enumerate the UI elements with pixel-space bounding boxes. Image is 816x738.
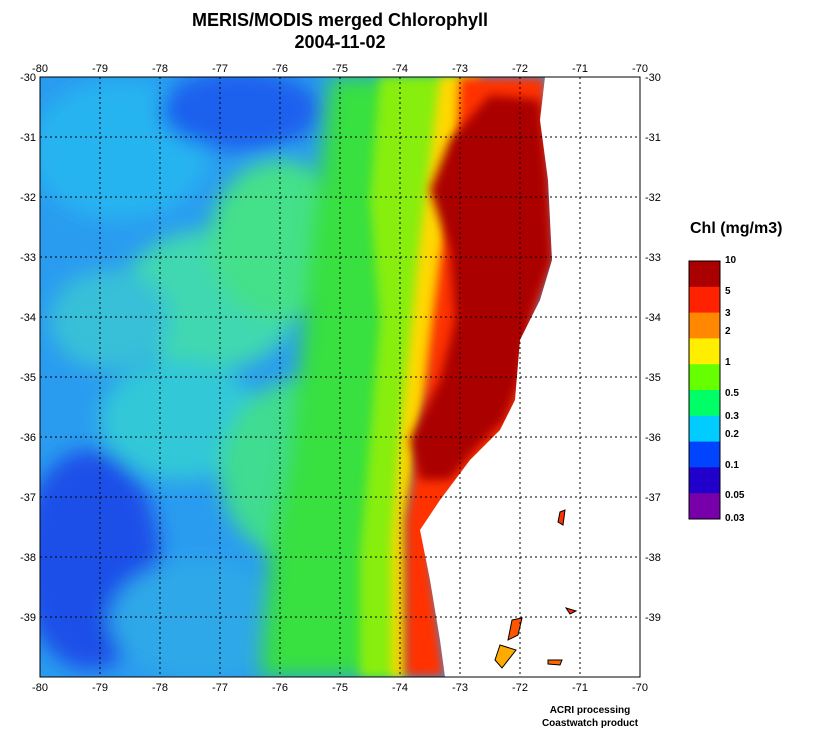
lat-tick-right: -31 [645, 132, 661, 144]
colorbar-segment [689, 364, 720, 391]
colorbar-label: 0.03 [725, 513, 745, 524]
lon-tick-top: -74 [392, 63, 408, 75]
colorbar-label: 0.05 [725, 490, 745, 502]
lon-tick-bottom: -78 [152, 682, 168, 694]
colorbar-label: 10 [725, 255, 737, 266]
lon-tick-bottom: -72 [512, 682, 528, 694]
colorbar-segment [689, 415, 720, 443]
lon-tick-top: -76 [272, 63, 288, 75]
lon-tick-top: -73 [452, 63, 468, 75]
lat-tick-left: -35 [20, 372, 36, 384]
lat-tick-left: -31 [20, 132, 36, 144]
chlorophyll-colorbar [688, 260, 721, 520]
lat-tick-left: -32 [20, 192, 36, 204]
colorbar-label: 2 [725, 326, 731, 338]
lon-tick-bottom: -73 [452, 682, 468, 694]
colorbar-segment [689, 261, 720, 288]
lat-tick-right: -36 [645, 432, 661, 444]
lon-tick-top: -78 [152, 63, 168, 75]
lon-tick-top: -80 [32, 63, 48, 75]
lat-tick-right: -35 [645, 372, 661, 384]
colorbar-segment [689, 493, 720, 520]
lat-tick-right: -32 [645, 192, 661, 204]
map-frame [39, 76, 641, 678]
colorbar-frame [688, 260, 721, 520]
lon-tick-bottom: -77 [212, 682, 228, 694]
lon-tick-top: -77 [212, 63, 228, 75]
colorbar-label: 1 [725, 357, 731, 369]
colorbar-title: Chl (mg/m3) [690, 220, 783, 237]
colorbar-label: 0.1 [725, 459, 739, 471]
colorbar-segment [689, 338, 720, 365]
colorbar-segment [689, 467, 720, 494]
colorbar-segment [689, 312, 720, 339]
colorbar-segment [689, 390, 720, 417]
lon-tick-bottom: -75 [332, 682, 348, 694]
colorbar-segment [689, 441, 720, 468]
map-date: 2004-11-02 [294, 32, 386, 52]
lat-tick-left: -33 [20, 252, 36, 264]
lon-tick-top: -70 [632, 63, 648, 75]
lat-tick-right: -39 [645, 612, 661, 624]
map-title: MERIS/MODIS merged Chlorophyll [191, 10, 489, 30]
lon-tick-bottom: -79 [92, 682, 108, 694]
colorbar-label: 0.2 [725, 428, 739, 440]
lat-tick-left: -30 [20, 72, 36, 84]
lat-tick-right: -30 [645, 72, 661, 84]
colorbar-label: 3 [725, 308, 731, 320]
colorbar-label: 5 [725, 285, 731, 297]
lat-tick-right: -37 [645, 492, 661, 504]
lat-tick-left: -37 [20, 492, 36, 504]
chlorophyll-field [40, 77, 640, 677]
lon-tick-bottom: -74 [392, 682, 408, 694]
lat-tick-left: -36 [20, 432, 36, 444]
footer-product: Coastwatch product [541, 718, 639, 729]
footer-processing: ACRI processing [549, 705, 631, 716]
map-grid [40, 77, 640, 677]
map-tick-labels: -80 -80 -79 -79 -78 -78 -77 -77 -76 -76 -75 -75 -74 -… [20, 63, 661, 694]
lon-tick-bottom: -76 [272, 682, 288, 694]
colorbar-label: 0.3 [725, 410, 739, 422]
lon-tick-top: -75 [332, 63, 348, 75]
lat-tick-left: -38 [20, 552, 36, 564]
lon-tick-bottom: -80 [32, 682, 48, 694]
lat-tick-right: -33 [645, 252, 661, 264]
lon-tick-top: -72 [512, 63, 528, 75]
lon-tick-top: -79 [92, 63, 108, 75]
lon-tick-top: -71 [572, 63, 588, 75]
lat-tick-left: -34 [20, 312, 36, 324]
lat-tick-right: -34 [645, 312, 661, 324]
colorbar-segment [689, 286, 720, 314]
lon-tick-bottom: -71 [572, 682, 588, 694]
lat-tick-right: -38 [645, 552, 661, 564]
colorbar-label: 0.5 [725, 388, 739, 400]
lon-tick-bottom: -70 [632, 682, 648, 694]
lat-tick-left: -39 [20, 612, 36, 624]
